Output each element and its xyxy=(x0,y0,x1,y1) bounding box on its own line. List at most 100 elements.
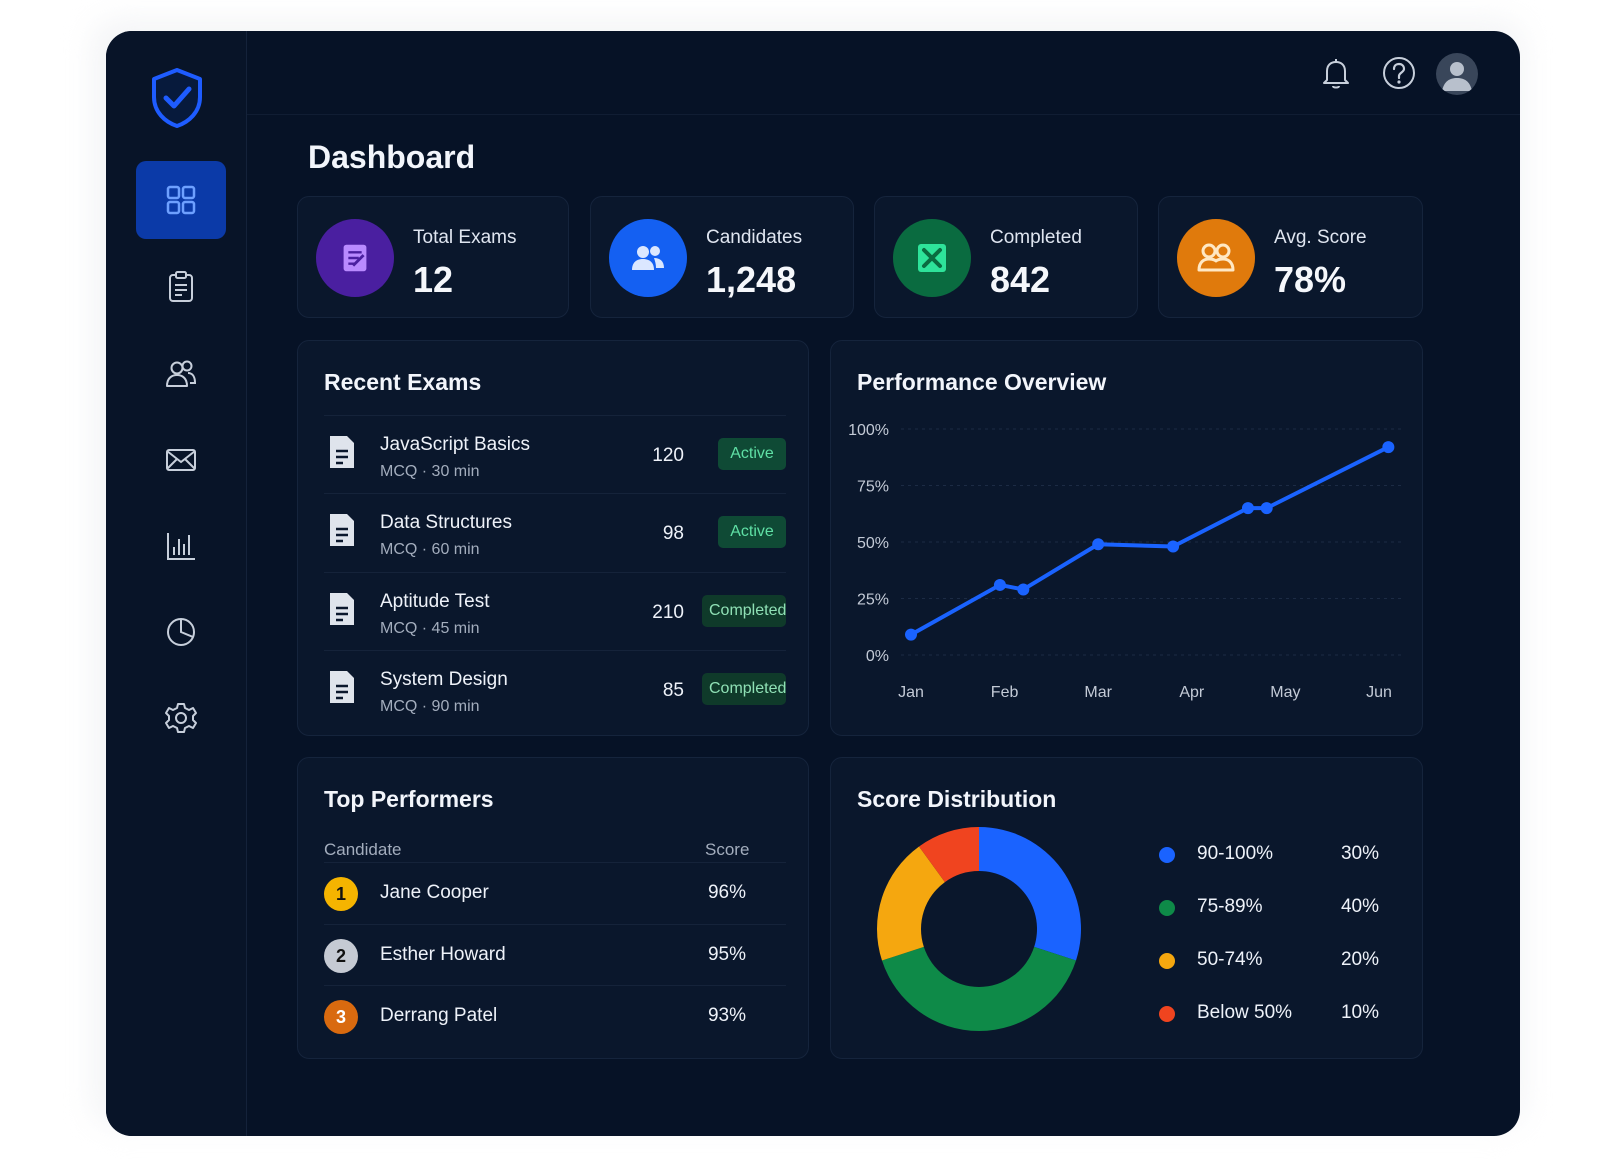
nav-candidates[interactable] xyxy=(136,335,226,413)
exam-meta: MCQ · 30 min xyxy=(380,463,480,480)
legend-item: Below 50% 10% xyxy=(1159,999,1379,1029)
score-distribution-card: Score Distribution 90-100% 30% 75-89% 40… xyxy=(830,757,1423,1059)
nav-reports[interactable] xyxy=(136,507,226,585)
column-header-candidate: Candidate xyxy=(324,840,402,859)
legend-item: 90-100% 30% xyxy=(1159,840,1379,870)
user-avatar-icon xyxy=(1442,62,1472,91)
legend-label: 50-74% xyxy=(1197,949,1263,970)
legend-item: 50-74% 20% xyxy=(1159,946,1379,976)
table-row[interactable]: Aptitude Test MCQ · 45 min 210 Completed xyxy=(324,572,786,650)
completed-icon xyxy=(893,219,971,297)
stat-card-total-exams[interactable]: Total Exams 12 xyxy=(297,196,569,318)
data-point xyxy=(1241,502,1254,515)
nav-dashboard[interactable] xyxy=(136,161,226,239)
y-tick-label: 0% xyxy=(866,648,889,665)
candidate-name: Jane Cooper xyxy=(380,882,489,903)
document-icon xyxy=(330,514,354,546)
exam-name: System Design xyxy=(380,669,508,690)
performance-overview-card: Performance Overview 0% 25% 50% 75% 100% Jan F… xyxy=(830,340,1423,736)
exam-icon xyxy=(316,219,394,297)
legend-dot xyxy=(1159,953,1175,969)
document-icon xyxy=(330,593,354,625)
table-row[interactable]: Data Structures MCQ · 60 min 98 Active xyxy=(324,493,786,571)
candidate-name: Derrang Patel xyxy=(380,1005,498,1026)
stat-label: Completed xyxy=(990,227,1082,248)
rank-badge: 3 xyxy=(324,1000,358,1034)
y-tick-label: 50% xyxy=(857,535,889,552)
x-tick-label: May xyxy=(1270,684,1300,701)
table-row[interactable]: System Design MCQ · 90 min 85 Completed xyxy=(324,650,786,728)
stat-card-candidates[interactable]: Candidates 1,248 xyxy=(590,196,854,318)
top-performers-card: Top Performers Candidate Score 1 Jane Co… xyxy=(297,757,809,1059)
donut-chart xyxy=(877,827,1081,1031)
nav-analytics[interactable] xyxy=(136,593,226,671)
exam-count: 210 xyxy=(652,602,684,623)
stat-value: 1,248 xyxy=(706,259,797,300)
nav-messages[interactable] xyxy=(136,421,226,499)
candidate-name: Esther Howard xyxy=(380,944,506,965)
list-item[interactable]: 2 Esther Howard 95% xyxy=(324,924,786,986)
table-row[interactable]: JavaScript Basics MCQ · 30 min 120 Activ… xyxy=(324,415,786,493)
help-icon[interactable] xyxy=(1379,53,1419,93)
x-tick-label: Feb xyxy=(991,684,1019,701)
shield-logo-icon xyxy=(150,67,204,129)
exam-count: 85 xyxy=(662,680,684,701)
sidebar xyxy=(106,31,247,1136)
y-tick-label: 25% xyxy=(857,592,889,609)
document-icon xyxy=(330,436,354,468)
card-title: Performance Overview xyxy=(857,369,1107,395)
series-line xyxy=(910,445,1390,637)
exam-count: 98 xyxy=(662,523,684,544)
rank-badge: 1 xyxy=(324,877,358,911)
clipboard-icon xyxy=(169,271,193,302)
stat-value: 12 xyxy=(413,259,454,300)
grid-icon xyxy=(166,185,196,215)
bell-icon[interactable] xyxy=(1316,53,1356,93)
candidate-score: 95% xyxy=(707,944,746,965)
exam-name: Data Structures xyxy=(380,512,512,533)
y-tick-label: 75% xyxy=(857,479,889,496)
list-item[interactable]: 1 Jane Cooper 96% xyxy=(324,862,786,924)
legend-dot xyxy=(1159,900,1175,916)
nav-settings[interactable] xyxy=(136,679,226,757)
stat-card-avg-score[interactable]: Avg. Score 78% xyxy=(1158,196,1423,318)
status-badge: Active xyxy=(718,438,786,470)
exam-meta: MCQ · 90 min xyxy=(380,698,480,715)
app-window: Dashboard Total Exams 12 Candidates 1,24… xyxy=(106,31,1520,1136)
list-item[interactable]: 3 Derrang Patel 93% xyxy=(324,985,786,1047)
topbar xyxy=(247,31,1520,115)
legend-label: Below 50% xyxy=(1197,1002,1293,1023)
legend-value: 30% xyxy=(1340,843,1379,864)
stat-label: Candidates xyxy=(706,227,803,248)
bar-chart-icon xyxy=(167,533,195,560)
card-title: Top Performers xyxy=(324,786,494,812)
x-tick-label: Mar xyxy=(1084,684,1112,701)
data-point xyxy=(993,578,1006,591)
candidate-score: 96% xyxy=(707,882,746,903)
data-point xyxy=(905,628,917,641)
data-point xyxy=(1167,540,1180,553)
exam-count: 120 xyxy=(652,445,684,466)
page-title: Dashboard xyxy=(308,139,476,175)
card-title: Score Distribution xyxy=(857,786,1057,812)
stat-card-completed[interactable]: Completed 842 xyxy=(874,196,1138,318)
legend-dot xyxy=(1159,1006,1175,1022)
donut-slice xyxy=(877,846,945,961)
x-tick-label: Jun xyxy=(1366,684,1392,701)
donut-slice xyxy=(979,827,1081,961)
recent-exams-card: Recent Exams JavaScript Basics MCQ · 30 … xyxy=(297,340,809,736)
card-title: Recent Exams xyxy=(324,369,482,395)
donut-slice xyxy=(881,946,1077,1031)
exam-meta: MCQ · 60 min xyxy=(380,541,480,558)
pie-chart-icon xyxy=(167,618,195,646)
stat-value: 78% xyxy=(1274,259,1347,300)
nav-exams[interactable] xyxy=(136,248,226,326)
exam-meta: MCQ · 45 min xyxy=(380,620,480,637)
data-point xyxy=(1017,583,1030,596)
gear-icon xyxy=(165,703,197,733)
document-icon xyxy=(330,671,354,703)
avatar[interactable] xyxy=(1436,53,1478,95)
users-icon xyxy=(609,219,687,297)
status-badge: Active xyxy=(718,516,786,548)
legend-item: 75-89% 40% xyxy=(1159,893,1379,923)
